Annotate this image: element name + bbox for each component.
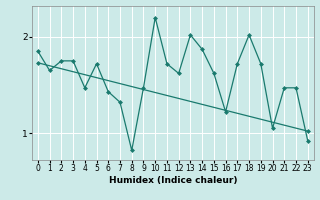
X-axis label: Humidex (Indice chaleur): Humidex (Indice chaleur) bbox=[108, 176, 237, 185]
